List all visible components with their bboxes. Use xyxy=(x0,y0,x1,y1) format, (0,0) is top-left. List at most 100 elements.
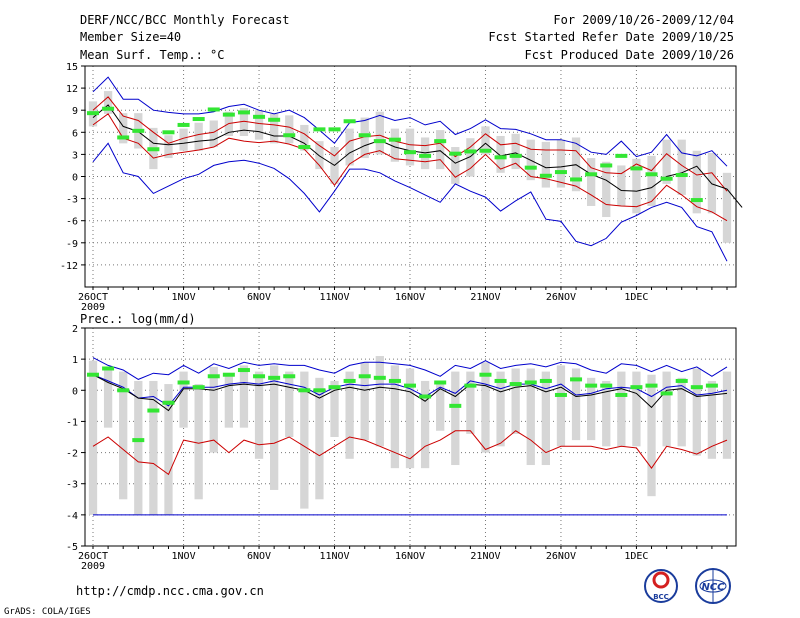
spread-box xyxy=(164,135,173,159)
ensemble-mean-marker xyxy=(570,177,583,182)
spread-box xyxy=(390,128,400,162)
spread-box xyxy=(285,115,294,144)
ensemble-mean-marker xyxy=(87,372,99,377)
series-line-mean xyxy=(92,104,743,208)
y-tick-label: -12 xyxy=(60,261,78,272)
ensemble-mean-marker xyxy=(539,173,552,178)
y-tick-label: 12 xyxy=(66,84,78,95)
spread-box xyxy=(315,141,324,170)
ensemble-mean-marker xyxy=(615,153,628,158)
ensemble-mean-marker xyxy=(207,374,220,379)
ensemble-mean-marker xyxy=(388,378,401,383)
ensemble-mean-marker xyxy=(449,403,462,408)
forecast-period: For 2009/10/26-2009/12/04 xyxy=(553,13,734,27)
ensemble-mean-marker xyxy=(509,153,522,158)
ensemble-mean-marker xyxy=(570,377,583,382)
spread-box xyxy=(511,133,520,170)
ensemble-mean-marker xyxy=(268,375,281,380)
spread-box xyxy=(300,371,309,509)
x-tick-label: 16NOV xyxy=(395,551,425,562)
spread-box xyxy=(617,165,626,206)
ensemble-mean-marker xyxy=(358,374,371,379)
x-tick-label: 1NOV xyxy=(172,551,196,562)
ensemble-mean-marker xyxy=(298,388,311,393)
chart-title: DERF/NCC/BCC Monthly Forecast xyxy=(80,13,290,27)
spread-box xyxy=(390,365,400,469)
ensemble-mean-marker xyxy=(645,383,658,388)
spread-box xyxy=(360,117,369,159)
ensemble-mean-marker xyxy=(449,151,462,156)
ensemble-mean-marker xyxy=(554,170,567,175)
ensemble-mean-marker xyxy=(705,383,718,388)
spread-box xyxy=(602,161,611,218)
member-size: Member Size=40 xyxy=(80,30,181,44)
ensemble-mean-marker xyxy=(585,383,598,388)
x-tick-label: 26NOV xyxy=(546,551,576,562)
bcc-logo: BCC xyxy=(644,569,678,603)
series-line-max xyxy=(92,76,728,167)
spread-box xyxy=(420,380,430,469)
spread-box xyxy=(269,113,279,144)
y-tick-label: 3 xyxy=(72,150,78,161)
spread-box xyxy=(586,377,596,441)
ensemble-mean-marker xyxy=(313,127,326,132)
spread-box xyxy=(179,128,188,151)
spread-box xyxy=(254,371,264,459)
ensemble-mean-marker xyxy=(102,366,115,371)
ensemble-mean-marker xyxy=(388,137,401,142)
ensemble-mean-marker xyxy=(253,374,266,379)
ensemble-mean-marker xyxy=(237,368,250,373)
x-tick-label: 26OCT xyxy=(78,292,108,303)
ensemble-mean-marker xyxy=(464,149,477,154)
spread-box xyxy=(451,147,460,184)
ensemble-mean-marker xyxy=(419,394,432,399)
ensemble-mean-marker xyxy=(147,147,160,152)
spread-box xyxy=(632,158,641,214)
ensemble-mean-marker xyxy=(600,383,613,388)
spread-box xyxy=(405,128,415,166)
spread-box xyxy=(345,371,354,459)
spread-box xyxy=(647,374,656,497)
spread-box xyxy=(345,128,354,166)
ensemble-mean-marker xyxy=(237,110,250,115)
spread-box xyxy=(541,371,551,466)
y-tick-label: 9 xyxy=(72,106,78,117)
spread-box xyxy=(602,380,611,447)
spread-box xyxy=(164,384,173,515)
x-tick-label: 1DEC xyxy=(624,292,648,303)
ensemble-mean-marker xyxy=(358,133,371,138)
x-tick-label: 21NOV xyxy=(470,551,500,562)
y-tick-label: 0 xyxy=(72,173,78,184)
spread-box xyxy=(149,380,158,515)
y-tick-label: 15 xyxy=(66,62,78,73)
ensemble-mean-marker xyxy=(539,378,552,383)
spread-box xyxy=(375,356,384,447)
spread-box xyxy=(330,380,339,437)
y-tick-label: 0 xyxy=(72,386,78,397)
ensemble-mean-marker xyxy=(690,198,703,203)
ensemble-mean-marker xyxy=(87,111,99,116)
ensemble-mean-marker xyxy=(162,130,175,135)
spread-box xyxy=(194,384,203,500)
spread-box xyxy=(722,371,732,459)
ensemble-mean-marker xyxy=(177,380,190,385)
ensemble-mean-marker xyxy=(524,165,537,170)
grads-credit: GrADS: COLA/IGES xyxy=(4,607,91,617)
ensemble-mean-marker xyxy=(192,385,205,390)
variable-label: Mean Surf. Temp.: °C xyxy=(80,48,225,62)
series-line-pct_lower xyxy=(92,113,728,222)
spread-box xyxy=(405,368,415,469)
x-tick-label: 11NOV xyxy=(319,292,349,303)
ensemble-mean-marker xyxy=(177,122,190,127)
precip-label: Prec.: log(mm/d) xyxy=(80,312,196,326)
spread-box xyxy=(103,91,113,114)
spread-box xyxy=(451,371,460,466)
ensemble-mean-marker xyxy=(132,128,145,133)
x-tick-label: 1DEC xyxy=(624,551,648,562)
y-tick-label: -6 xyxy=(66,217,78,228)
ensemble-mean-marker xyxy=(253,114,266,119)
spread-box xyxy=(269,365,279,490)
ensemble-mean-marker xyxy=(404,150,416,155)
spread-box xyxy=(88,360,98,515)
